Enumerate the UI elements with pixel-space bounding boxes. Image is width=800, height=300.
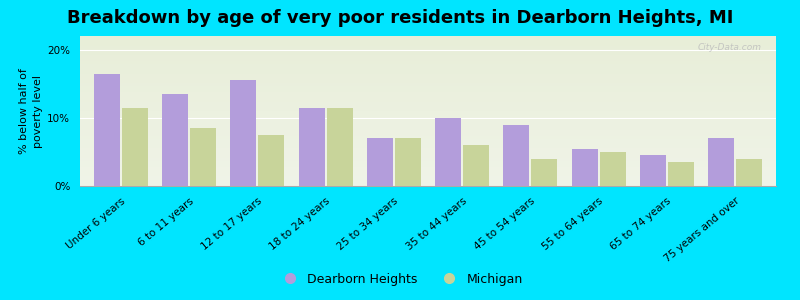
- Bar: [668, 162, 694, 186]
- Bar: [640, 155, 666, 186]
- Bar: [162, 94, 188, 186]
- Bar: [708, 138, 734, 186]
- Legend: Dearborn Heights, Michigan: Dearborn Heights, Michigan: [272, 268, 528, 291]
- Text: City-Data.com: City-Data.com: [698, 44, 762, 52]
- Bar: [531, 159, 558, 186]
- Bar: [94, 74, 120, 186]
- Bar: [258, 135, 284, 186]
- Bar: [435, 118, 461, 186]
- Bar: [298, 108, 325, 186]
- Bar: [230, 80, 256, 186]
- Bar: [463, 145, 489, 186]
- Bar: [572, 148, 598, 186]
- Bar: [395, 138, 421, 186]
- Bar: [326, 108, 353, 186]
- Bar: [503, 124, 530, 186]
- Bar: [736, 159, 762, 186]
- Y-axis label: % below half of
poverty level: % below half of poverty level: [19, 68, 43, 154]
- Bar: [367, 138, 393, 186]
- Bar: [190, 128, 216, 186]
- Bar: [122, 108, 148, 186]
- Bar: [600, 152, 626, 186]
- Text: Breakdown by age of very poor residents in Dearborn Heights, MI: Breakdown by age of very poor residents …: [67, 9, 733, 27]
